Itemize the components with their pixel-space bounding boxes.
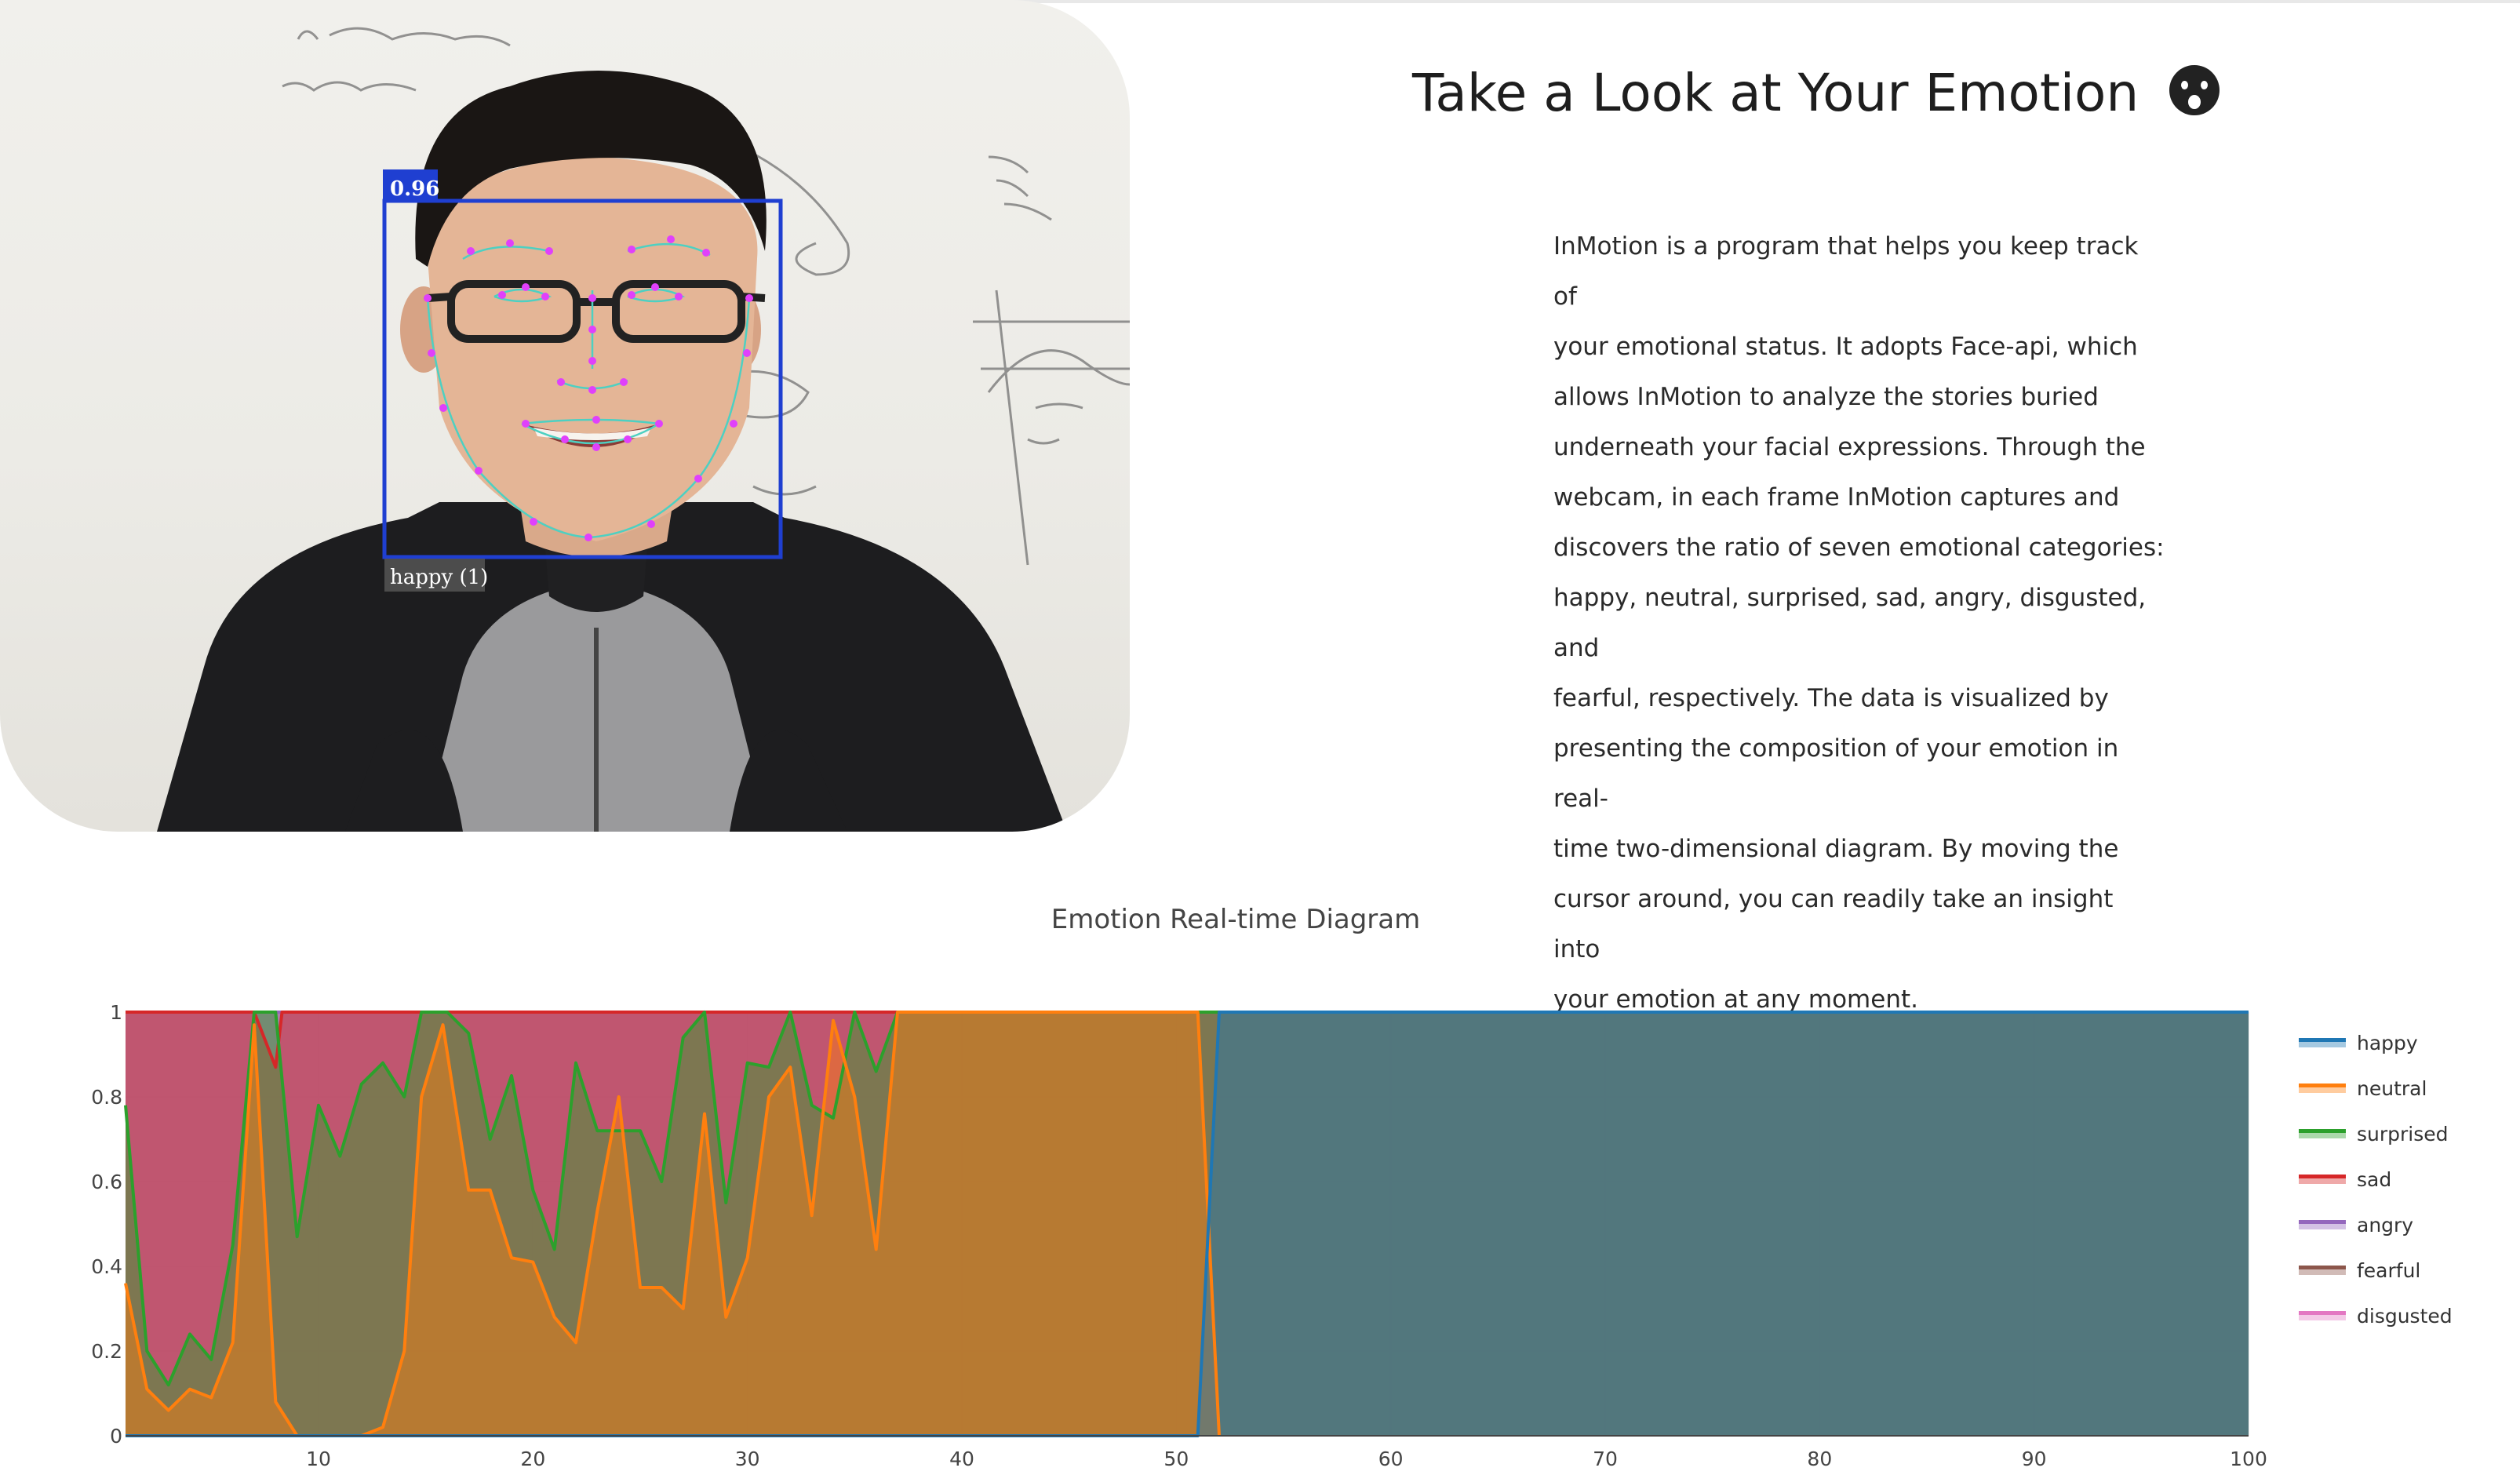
page-title-text: Take a Look at Your Emotion <box>1412 63 2139 123</box>
legend-swatch <box>2299 1175 2346 1184</box>
description-line: webcam, in each frame InMotion captures … <box>1553 483 2120 512</box>
x-tick-label: 40 <box>949 1448 974 1467</box>
area-fearful <box>126 1012 2249 1436</box>
x-tick-label: 10 <box>306 1448 331 1467</box>
legend-item-disgusted[interactable]: disgusted <box>2299 1293 2453 1338</box>
description-line: time two-dimensional diagram. By moving … <box>1553 835 2119 863</box>
detection-score-badge <box>383 169 438 202</box>
page-title: Take a Look at Your Emotion <box>1412 63 2220 123</box>
y-tick-label: 0 <box>110 1425 122 1448</box>
y-tick-label: 0.2 <box>91 1340 122 1363</box>
description-line: your emotion at any moment. <box>1553 985 1918 1014</box>
legend-label: fearful <box>2357 1258 2421 1282</box>
legend-item-angry[interactable]: angry <box>2299 1202 2453 1247</box>
legend-label: disgusted <box>2357 1304 2453 1328</box>
description-line: underneath your facial expressions. Thro… <box>1553 433 2146 461</box>
area-neutral <box>126 1012 1219 1436</box>
x-tick-label: 90 <box>2022 1448 2047 1467</box>
description-line: allows InMotion to analyze the stories b… <box>1553 383 2099 411</box>
legend-swatch <box>2299 1311 2346 1320</box>
legend-item-neutral[interactable]: neutral <box>2299 1065 2453 1111</box>
x-tick-label: 70 <box>1593 1448 1618 1467</box>
detection-label-badge <box>384 559 485 592</box>
chart-legend: happy neutral surprised sad angry fearful disg… <box>2299 1020 2453 1338</box>
description-line: InMotion is a program that helps you kee… <box>1553 232 2139 311</box>
legend-label: angry <box>2357 1213 2414 1236</box>
area-sad <box>126 1012 2249 1436</box>
landmark-points <box>424 235 753 541</box>
area-disgusted <box>126 1012 2249 1436</box>
legend-item-surprised[interactable]: surprised <box>2299 1111 2453 1156</box>
description-line: discovers the ratio of seven emotional c… <box>1553 534 2165 562</box>
description-paragraph: InMotion is a program that helps you kee… <box>1553 221 2165 1025</box>
chart-title: Emotion Real-time Diagram <box>1051 904 1421 935</box>
webcam-feed: 0.96 happy (1) <box>0 0 1130 832</box>
legend-swatch <box>2299 1083 2346 1093</box>
legend-item-happy[interactable]: happy <box>2299 1020 2453 1065</box>
face-detection-box <box>382 198 783 559</box>
y-tick-label: 0.6 <box>91 1171 122 1193</box>
area-happy <box>126 1012 2249 1436</box>
area-angry <box>126 1012 2249 1436</box>
description-line: fearful, respectively. The data is visua… <box>1553 684 2109 712</box>
x-tick-label: 60 <box>1378 1448 1404 1467</box>
x-tick-label: 100 <box>2230 1448 2267 1467</box>
description-line: presenting the composition of your emoti… <box>1553 734 2119 813</box>
top-border <box>0 0 2520 3</box>
description-line: cursor around, you can readily take an i… <box>1553 885 2114 963</box>
detection-score: 0.96 <box>390 177 439 201</box>
legend-item-sad[interactable]: sad <box>2299 1156 2453 1202</box>
y-tick-label: 0.8 <box>91 1086 122 1109</box>
legend-label: happy <box>2357 1031 2418 1054</box>
legend-label: sad <box>2357 1167 2392 1191</box>
x-tick-label: 30 <box>735 1448 760 1467</box>
legend-swatch <box>2299 1038 2346 1047</box>
legend-label: surprised <box>2357 1122 2449 1145</box>
legend-swatch <box>2299 1266 2346 1275</box>
emotion-area-chart[interactable]: 10 20 30 40 50 60 70 80 90 100 0 0.2 0.4 0.6 0.8 1 <box>0 965 2275 1467</box>
legend-swatch <box>2299 1220 2346 1229</box>
legend-label: neutral <box>2357 1076 2427 1100</box>
area-surprised <box>126 1012 2249 1436</box>
legend-item-fearful[interactable]: fearful <box>2299 1247 2453 1293</box>
y-tick-label: 0.4 <box>91 1255 122 1278</box>
description-line: your emotional status. It adopts Face-ap… <box>1553 333 2138 361</box>
series-line-neutral <box>124 1011 1221 1437</box>
x-tick-label: 80 <box>1807 1448 1832 1467</box>
x-tick-label: 20 <box>520 1448 545 1467</box>
person-silhouette <box>157 71 1067 832</box>
x-tick-label: 50 <box>1163 1448 1189 1467</box>
legend-swatch <box>2299 1129 2346 1138</box>
description-line: happy, neutral, surprised, sad, angry, d… <box>1553 584 2147 662</box>
detection-label: happy (1) <box>390 566 488 589</box>
series-line-surprised <box>124 1011 2249 1387</box>
hushed-face-icon <box>2169 65 2220 115</box>
y-tick-label: 1 <box>110 1001 122 1024</box>
